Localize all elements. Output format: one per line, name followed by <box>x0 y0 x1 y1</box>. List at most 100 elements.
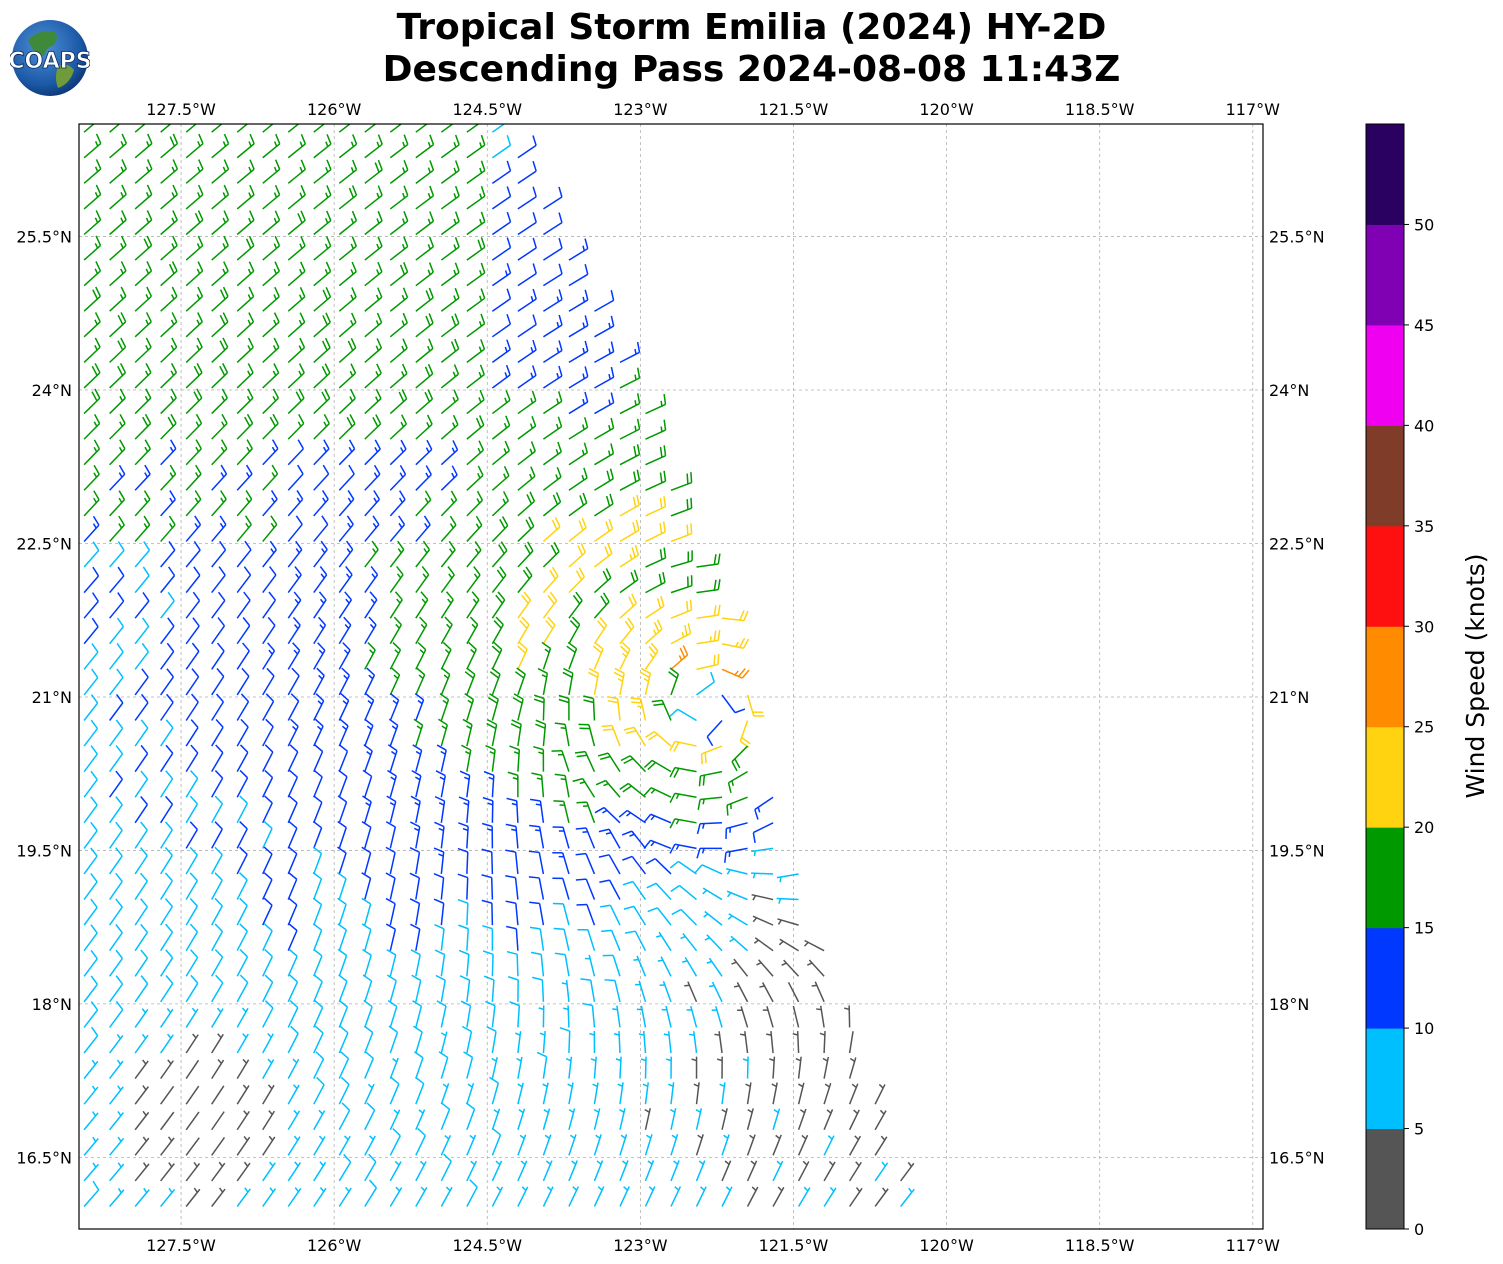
wind-barb <box>160 668 174 696</box>
wind-barb <box>364 616 377 645</box>
chart-title-line-2: Descending Pass 2024-08-08 11:43Z <box>382 49 1121 90</box>
wind-barb <box>361 923 372 951</box>
wind-barb <box>389 211 409 236</box>
wind-barb <box>262 363 280 389</box>
wind-barb <box>109 1059 124 1080</box>
wind-barb <box>543 365 563 389</box>
wind-barb <box>415 389 434 415</box>
wind-barb <box>644 1134 653 1156</box>
wind-barb <box>211 974 224 1003</box>
wind-barb <box>262 1032 274 1054</box>
wind-barb <box>669 708 697 722</box>
wind-barb <box>457 847 469 874</box>
wind-barb <box>491 641 503 670</box>
wind-barb <box>211 591 226 619</box>
wind-barb <box>803 939 825 952</box>
colorbar-bin <box>1366 626 1404 728</box>
wind-barb <box>669 766 697 778</box>
wind-barb <box>410 795 421 823</box>
wind-barb <box>134 566 150 594</box>
wind-barb <box>287 185 306 210</box>
wind-barb <box>567 1082 574 1105</box>
wind-barb <box>83 1026 99 1054</box>
lon-tick-label-top: 123°W <box>613 100 668 119</box>
wind-barb <box>619 341 641 364</box>
wind-barb <box>595 779 621 798</box>
wind-barb <box>338 236 358 261</box>
wind-barb <box>337 846 347 875</box>
wind-barb <box>109 872 123 900</box>
wind-barb <box>684 981 698 1003</box>
wind-barb <box>134 668 149 696</box>
wind-barb <box>134 1085 149 1105</box>
wind-barb <box>83 286 101 312</box>
wind-barb <box>83 617 99 645</box>
wind-barb <box>900 1161 915 1182</box>
wind-barb <box>721 637 750 649</box>
wind-barb <box>185 1137 200 1156</box>
wind-barb <box>185 1059 200 1080</box>
wind-barb <box>211 124 223 133</box>
wind-barb <box>160 286 178 312</box>
wind-barb <box>440 262 460 287</box>
wind-barb <box>312 820 323 849</box>
wind-barb <box>529 824 545 849</box>
wind-barb <box>572 777 596 798</box>
wind-barb <box>362 948 372 977</box>
wind-barb <box>262 591 277 619</box>
wind-barb <box>670 884 697 901</box>
wind-barb <box>461 744 472 772</box>
wind-barb <box>236 923 248 952</box>
wind-barb <box>389 439 407 466</box>
wind-barb <box>491 491 510 517</box>
wind-barb <box>386 795 397 823</box>
wind-barb <box>622 880 647 900</box>
lon-tick-label-top: 120°W <box>919 100 974 119</box>
wind-barb <box>361 897 372 926</box>
wind-barb <box>598 854 621 875</box>
wind-barb <box>552 852 570 875</box>
wind-barb <box>287 795 298 824</box>
wind-barb <box>594 392 615 415</box>
wind-barb <box>505 875 519 900</box>
wind-barb <box>733 982 749 1003</box>
wind-barb <box>313 287 332 312</box>
wind-barb <box>236 439 253 466</box>
wind-barb <box>160 515 176 542</box>
wind-barb <box>593 543 613 568</box>
wind-barb <box>542 441 563 466</box>
wind-barb <box>313 1161 327 1182</box>
wind-barb <box>729 935 749 952</box>
wind-barb <box>211 261 229 287</box>
wind-barb <box>389 540 405 568</box>
wind-barb <box>236 235 255 261</box>
wind-barb <box>568 417 589 440</box>
wind-barb <box>389 515 406 542</box>
wind-barb <box>491 1108 501 1130</box>
wind-barb <box>185 744 199 773</box>
wind-barb <box>458 796 470 823</box>
wind-barb <box>696 822 723 835</box>
wind-barb <box>517 441 536 466</box>
wind-barb <box>619 544 640 568</box>
wind-barb <box>776 873 799 883</box>
wind-barb <box>160 1111 175 1131</box>
wind-barb <box>83 898 98 926</box>
wind-barb <box>434 949 446 977</box>
wind-barb <box>160 923 174 952</box>
wind-barb <box>752 822 774 843</box>
wind-barb <box>385 923 397 951</box>
wind-barb <box>337 795 348 824</box>
wind-barb <box>543 263 563 287</box>
wind-barb <box>645 445 667 466</box>
wind-barb <box>338 261 357 287</box>
wind-barb <box>517 1186 529 1207</box>
wind-barb <box>823 1082 832 1105</box>
wind-barb <box>481 822 494 849</box>
wind-barb <box>109 261 127 287</box>
wind-barb <box>364 134 383 159</box>
wind-barb <box>543 186 563 210</box>
wind-barb <box>109 821 123 849</box>
wind-barb <box>337 948 348 977</box>
wind-barb <box>663 1031 672 1054</box>
